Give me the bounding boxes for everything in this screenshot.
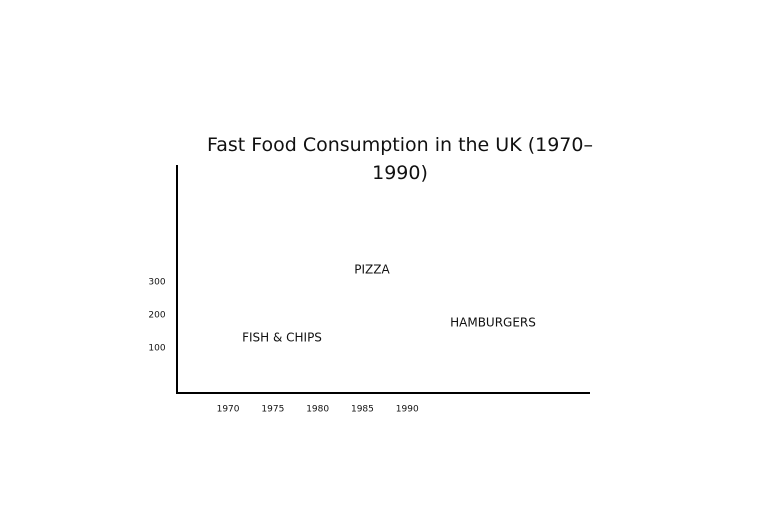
y-tick-label: 200 [148, 311, 165, 321]
x-tick-label: 1990 [396, 405, 419, 415]
y-tick-label: 100 [148, 344, 165, 354]
y-tick-label: 300 [148, 278, 165, 288]
x-tick-label: 1975 [261, 405, 284, 415]
chart-title: Fast Food Consumption in the UK (1970–19… [207, 134, 593, 184]
annotation: FISH & CHIPS [242, 331, 322, 345]
x-tick-label: 1980 [306, 405, 329, 415]
annotation: HAMBURGERS [450, 316, 536, 330]
annotation: PIZZA [354, 263, 390, 277]
x-tick-label: 1970 [217, 405, 240, 415]
x-tick-label: 1985 [351, 405, 374, 415]
